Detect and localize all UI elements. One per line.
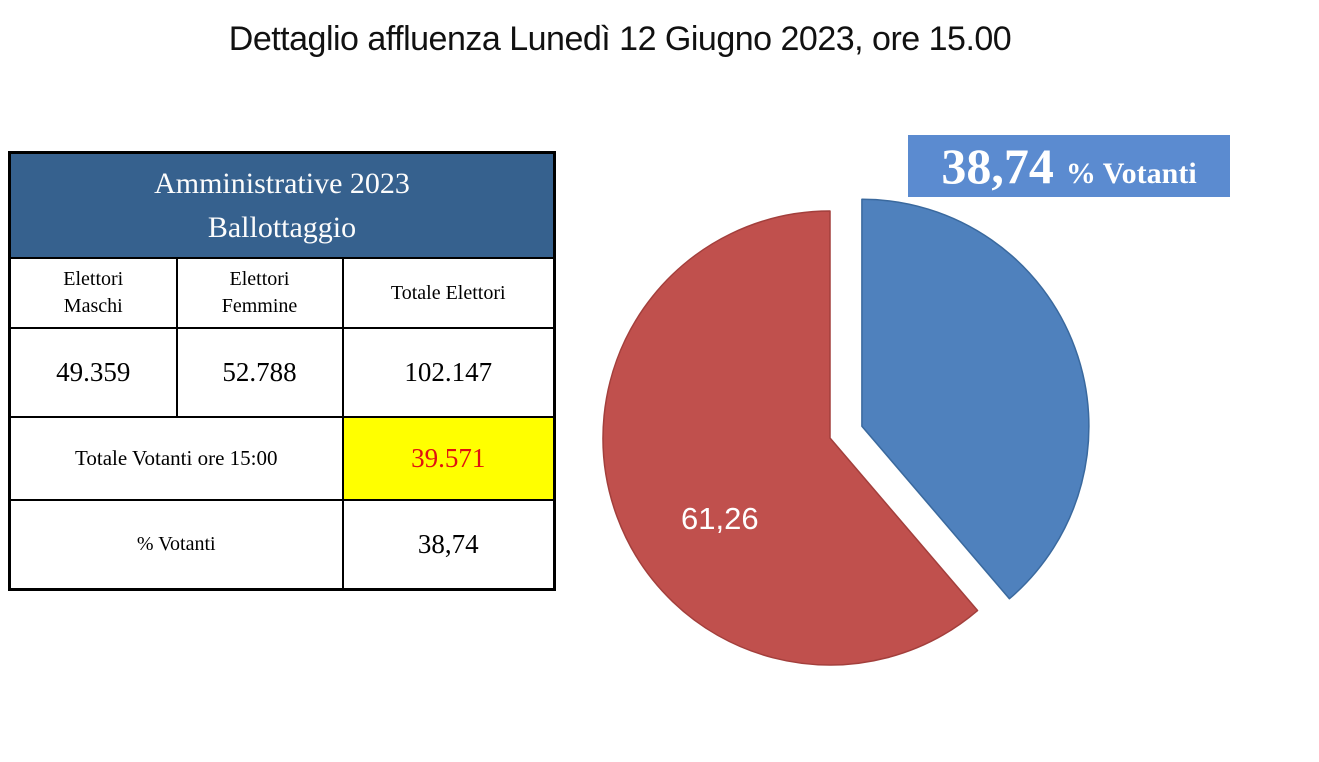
table-title: Amministrative 2023 Ballottaggio xyxy=(8,151,556,259)
cell-elettori-femmine: 52.788 xyxy=(175,327,344,418)
values-row: 49.359 52.788 102.147 xyxy=(8,327,556,418)
totale-votanti-row: Totale Votanti ore 15:00 39.571 xyxy=(8,416,556,501)
col-header-elettori-femmine: Elettori Femmine xyxy=(175,257,344,329)
totale-votanti-label: Totale Votanti ore 15:00 xyxy=(8,416,344,501)
cell-elettori-maschi: 49.359 xyxy=(8,327,178,418)
pie-data-label-1: 61,26 xyxy=(681,501,759,536)
col-header-elettori-maschi: Elettori Maschi xyxy=(8,257,178,329)
affluenza-table: Amministrative 2023 Ballottaggio Elettor… xyxy=(8,151,556,591)
pie-callout-votanti: 38,74 % Votanti xyxy=(908,135,1230,197)
percent-votanti-label: % Votanti xyxy=(8,499,344,591)
col-header-totale-elettori: Totale Elettori xyxy=(341,257,556,329)
column-header-row: Elettori Maschi Elettori Femmine Totale … xyxy=(8,257,556,329)
pie-slice-0 xyxy=(861,198,1090,600)
pie-callout-label: % Votanti xyxy=(1065,157,1197,190)
percent-votanti-row: % Votanti 38,74 xyxy=(8,499,556,591)
pie-callout-value: 38,74 xyxy=(941,138,1054,194)
pie-slice-1 xyxy=(602,210,979,666)
table-header-row: Amministrative 2023 Ballottaggio xyxy=(8,151,556,259)
totale-votanti-value: 39.571 xyxy=(341,416,556,501)
page-title: Dettaglio affluenza Lunedì 12 Giugno 202… xyxy=(228,20,1012,58)
cell-totale-elettori: 102.147 xyxy=(341,327,556,418)
affluenza-pie-chart: 61,26 xyxy=(602,198,1090,666)
percent-votanti-value: 38,74 xyxy=(341,499,556,591)
